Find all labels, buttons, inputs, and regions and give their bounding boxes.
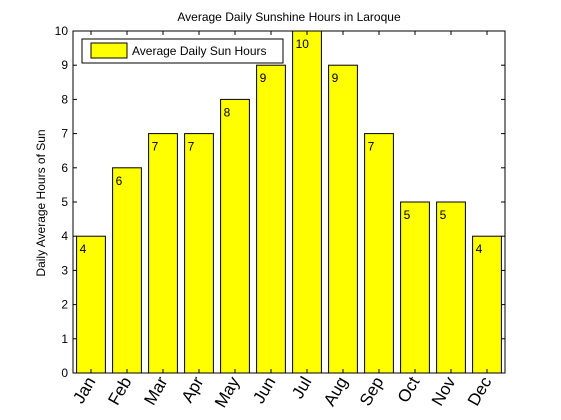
bar-may [220,98,250,374]
y-tick-label-6: 6 [61,161,68,175]
data-label-aug: 9 [332,71,339,85]
y-tick-label-4: 4 [61,229,68,243]
bar-nov [436,201,466,374]
y-tick-label-9: 9 [61,58,68,72]
data-label-jul: 10 [296,37,310,51]
bar-feb [112,167,142,374]
bar-mar [148,133,178,374]
y-tick-label-7: 7 [61,127,68,141]
y-tick-label-2: 2 [61,298,68,312]
y-tick-label-10: 10 [55,24,69,38]
plot-area [72,30,506,374]
bars-layer: 4 6 7 7 8 9 10 9 7 5 5 4 [76,30,502,374]
bar-jul [292,30,322,374]
legend-swatch [90,42,128,59]
legend-label: Average Daily Sun Hours [132,44,267,58]
bar-oct [400,201,430,374]
data-label-nov: 5 [440,208,447,222]
data-label-oct: 5 [404,208,411,222]
data-label-sep: 7 [368,140,375,154]
y-tick-label-1: 1 [61,332,68,346]
bar-aug [328,64,358,374]
bar-dec [472,235,502,374]
data-label-jun: 9 [260,71,267,85]
data-label-dec: 4 [476,242,483,256]
chart-title: Average Daily Sunshine Hours in Laroque [177,10,401,24]
y-tick-label-5: 5 [61,195,68,209]
y-axis-label: Daily Average Hours of Sun [34,129,48,276]
y-tick-label-0: 0 [61,366,68,380]
data-label-apr: 7 [188,140,195,154]
data-label-feb: 6 [116,174,123,188]
bar-jan [76,235,106,374]
bar-sep [364,133,394,374]
legend: Average Daily Sun Hours [81,38,284,64]
data-label-mar: 7 [152,140,159,154]
data-label-jan: 4 [80,242,87,256]
y-tick-label-8: 8 [61,92,68,106]
bar-apr [184,133,214,374]
bar-jun [256,64,286,374]
y-tick-label-3: 3 [61,263,68,277]
data-label-may: 8 [224,105,231,119]
